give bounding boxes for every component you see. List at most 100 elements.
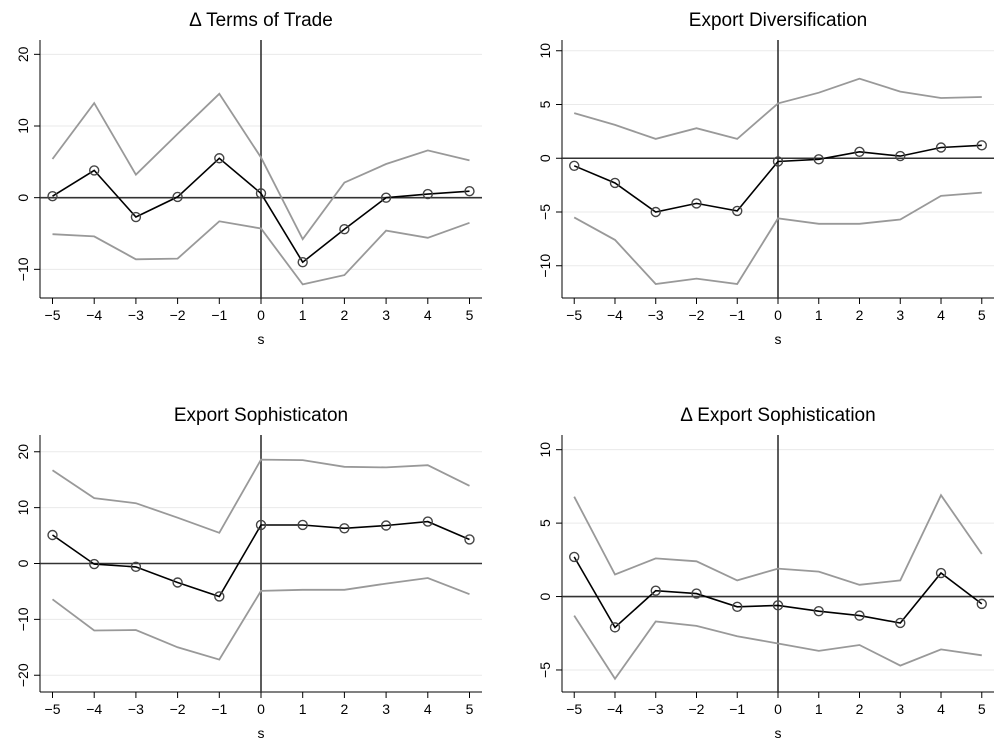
upper-series-line: [573, 493, 983, 586]
y-tick-label: −20: [15, 663, 31, 687]
x-tick-label: 5: [978, 307, 986, 323]
x-tick-label: 0: [257, 701, 265, 717]
estimate-point: [691, 198, 702, 209]
y-tick-label: 0: [537, 154, 553, 162]
x-axis-label: s: [258, 331, 265, 347]
estimate-point: [772, 156, 784, 167]
x-tick-label: 2: [856, 701, 864, 717]
x-axis-label: s: [775, 725, 782, 740]
x-tick-label: 0: [774, 701, 782, 717]
estimate-point: [732, 205, 743, 217]
x-tick-label: 0: [257, 307, 265, 323]
y-tick-label: 0: [537, 592, 553, 600]
lower-series-line: [573, 615, 982, 681]
x-tick-label: 4: [937, 701, 945, 717]
estimate-point: [255, 188, 267, 199]
x-tick-label: −1: [211, 307, 227, 323]
y-tick-label: 20: [15, 444, 31, 460]
estimate-point: [976, 140, 987, 151]
x-tick-label: 1: [815, 307, 823, 323]
estimate-point: [214, 153, 225, 164]
estimate-point: [813, 154, 824, 165]
y-tick-label: 0: [15, 559, 31, 567]
x-tick-label: −1: [729, 701, 745, 717]
estimate-point: [650, 585, 661, 596]
estimate-series-line: [573, 144, 982, 213]
lower-series-line: [52, 220, 470, 286]
estimate-point: [650, 206, 661, 218]
estimate-point: [569, 551, 580, 563]
x-tick-label: 5: [466, 307, 474, 323]
y-tick-label: 5: [537, 519, 553, 527]
estimate-point: [813, 606, 824, 617]
estimate-point: [255, 519, 267, 531]
x-tick-label: 1: [299, 307, 307, 323]
x-tick-label: −5: [45, 701, 61, 717]
x-tick-label: 2: [340, 307, 348, 323]
x-tick-label: 0: [774, 307, 782, 323]
y-tick-label: −10: [15, 607, 31, 631]
x-tick-label: 4: [424, 307, 432, 323]
estimate-point: [47, 191, 58, 202]
x-tick-label: 3: [382, 307, 390, 323]
x-tick-label: −4: [86, 307, 102, 323]
lower-series-line: [573, 191, 982, 285]
x-tick-label: −4: [86, 701, 102, 717]
estimate-point: [89, 558, 100, 570]
upper-series-line: [51, 458, 470, 534]
estimate-point: [854, 610, 865, 621]
upper-series-line: [573, 77, 982, 140]
estimate-point: [569, 160, 580, 171]
estimate-point: [935, 567, 947, 579]
y-tick-label: 20: [15, 46, 31, 62]
y-tick-label: 10: [537, 442, 553, 458]
y-tick-label: 10: [15, 500, 31, 516]
x-tick-label: −4: [607, 307, 623, 323]
estimate-point: [935, 142, 947, 153]
estimate-point: [691, 588, 702, 599]
y-tick-label: 5: [537, 100, 553, 108]
estimate-point: [422, 516, 433, 527]
y-tick-label: −5: [537, 662, 553, 678]
x-tick-label: 3: [896, 701, 904, 717]
estimate-point: [895, 617, 906, 629]
x-tick-label: −1: [729, 307, 745, 323]
estimate-point: [976, 598, 987, 610]
estimate-point: [214, 591, 225, 602]
y-tick-label: 10: [15, 118, 31, 134]
estimate-point: [609, 177, 621, 189]
x-tick-label: −1: [211, 701, 227, 717]
x-tick-label: −4: [607, 701, 623, 717]
y-tick-label: −10: [15, 257, 31, 281]
x-tick-label: −2: [170, 307, 186, 323]
x-tick-label: −5: [566, 307, 582, 323]
estimate-point: [297, 519, 308, 531]
estimate-point: [172, 577, 183, 588]
x-tick-label: 5: [978, 701, 986, 717]
estimate-point: [130, 561, 142, 573]
x-tick-label: −2: [689, 307, 705, 323]
x-tick-label: −3: [648, 701, 664, 717]
estimate-point: [609, 622, 621, 633]
y-tick-label: 0: [15, 194, 31, 202]
y-tick-label: −10: [537, 254, 553, 278]
estimate-point: [130, 211, 142, 223]
estimate-point: [89, 165, 100, 176]
estimate-series-line: [573, 556, 983, 629]
x-tick-label: 2: [856, 307, 864, 323]
chart-title: Δ Terms of Trade: [189, 10, 333, 31]
upper-series-line: [51, 92, 470, 241]
estimate-point: [380, 520, 392, 531]
estimate-point: [172, 191, 183, 203]
estimate-series-line: [52, 157, 470, 264]
estimate-point: [422, 188, 433, 200]
x-tick-label: 3: [382, 701, 390, 717]
x-tick-label: −3: [648, 307, 664, 323]
estimate-point: [772, 600, 784, 611]
estimate-series-line: [52, 520, 470, 598]
x-tick-label: 4: [937, 307, 945, 323]
x-tick-label: 4: [424, 701, 432, 717]
